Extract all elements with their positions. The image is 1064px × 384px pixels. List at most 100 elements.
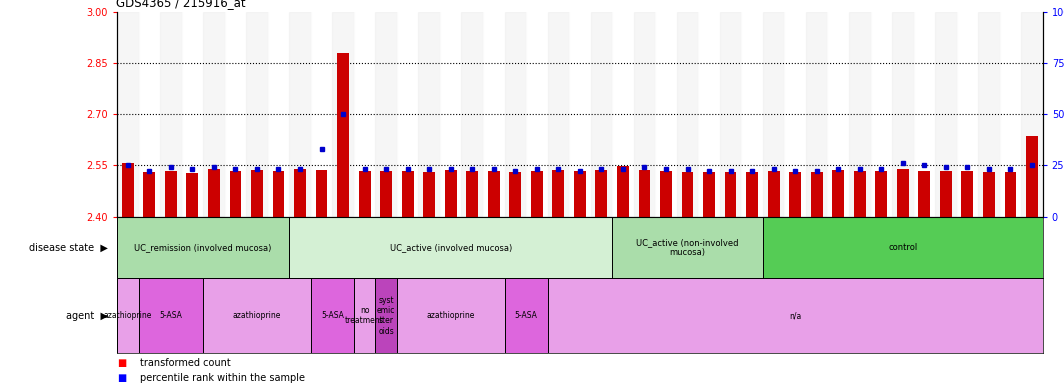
- Text: azathioprine: azathioprine: [233, 311, 281, 320]
- Bar: [703, 172, 715, 217]
- Bar: [510, 172, 521, 217]
- Bar: [725, 172, 736, 217]
- Bar: [1004, 172, 1016, 217]
- Bar: [207, 169, 220, 217]
- Bar: [376, 278, 397, 353]
- Bar: [1026, 136, 1037, 217]
- Bar: [596, 170, 608, 217]
- Bar: [1021, 12, 1043, 217]
- Bar: [876, 171, 887, 217]
- Bar: [789, 172, 801, 217]
- Bar: [332, 12, 354, 217]
- Bar: [914, 12, 935, 217]
- Bar: [638, 170, 650, 217]
- Bar: [160, 12, 182, 217]
- Bar: [117, 278, 138, 353]
- Bar: [962, 171, 974, 217]
- Bar: [203, 12, 225, 217]
- Bar: [246, 12, 268, 217]
- Bar: [784, 12, 805, 217]
- Bar: [504, 278, 548, 353]
- Bar: [289, 12, 311, 217]
- Bar: [612, 12, 634, 217]
- Bar: [251, 170, 263, 217]
- Bar: [316, 170, 328, 217]
- Bar: [272, 171, 284, 217]
- Text: 5-ASA: 5-ASA: [160, 311, 182, 320]
- Bar: [462, 12, 483, 217]
- Bar: [892, 12, 914, 217]
- Bar: [832, 170, 844, 217]
- Bar: [311, 278, 354, 353]
- Bar: [165, 171, 177, 217]
- Bar: [488, 171, 500, 217]
- Bar: [423, 172, 435, 217]
- Bar: [466, 171, 478, 217]
- Text: GDS4365 / 215916_at: GDS4365 / 215916_at: [116, 0, 246, 9]
- Bar: [698, 12, 720, 217]
- Text: syst
emic
ster
oids: syst emic ster oids: [377, 296, 396, 336]
- Bar: [569, 12, 591, 217]
- Bar: [230, 171, 242, 217]
- Bar: [531, 171, 543, 217]
- Bar: [354, 12, 376, 217]
- Bar: [289, 217, 612, 278]
- Bar: [504, 12, 526, 217]
- Text: azathioprine: azathioprine: [427, 311, 475, 320]
- Bar: [805, 12, 828, 217]
- Bar: [573, 171, 586, 217]
- Bar: [376, 12, 397, 217]
- Bar: [117, 217, 289, 278]
- Text: UC_remission (involved mucosa): UC_remission (involved mucosa): [134, 243, 271, 252]
- Bar: [957, 12, 978, 217]
- Text: agent  ▶: agent ▶: [66, 311, 107, 321]
- Text: ■: ■: [117, 358, 127, 368]
- Bar: [978, 12, 1000, 217]
- Bar: [591, 12, 612, 217]
- Bar: [811, 172, 822, 217]
- Text: percentile rank within the sample: percentile rank within the sample: [140, 373, 305, 383]
- Bar: [763, 12, 784, 217]
- Bar: [144, 172, 155, 217]
- Bar: [742, 12, 763, 217]
- Text: azathioprine: azathioprine: [103, 311, 152, 320]
- Text: 5-ASA: 5-ASA: [321, 311, 344, 320]
- Bar: [117, 12, 138, 217]
- Bar: [483, 12, 504, 217]
- Bar: [186, 173, 198, 217]
- Bar: [763, 217, 1043, 278]
- Bar: [354, 278, 376, 353]
- Text: control: control: [888, 243, 917, 252]
- Bar: [548, 12, 569, 217]
- Bar: [612, 217, 763, 278]
- Bar: [418, 12, 439, 217]
- Bar: [402, 171, 414, 217]
- Bar: [548, 278, 1043, 353]
- Bar: [918, 171, 930, 217]
- Bar: [720, 12, 742, 217]
- Bar: [138, 12, 160, 217]
- Bar: [225, 12, 246, 217]
- Bar: [526, 12, 548, 217]
- Bar: [359, 172, 370, 217]
- Bar: [138, 278, 203, 353]
- Bar: [445, 170, 456, 217]
- Bar: [182, 12, 203, 217]
- Bar: [311, 12, 332, 217]
- Bar: [552, 170, 564, 217]
- Bar: [337, 53, 349, 217]
- Bar: [439, 12, 462, 217]
- Bar: [677, 12, 698, 217]
- Bar: [634, 12, 655, 217]
- Text: 5-ASA: 5-ASA: [515, 311, 537, 320]
- Text: UC_active (involved mucosa): UC_active (involved mucosa): [389, 243, 512, 252]
- Bar: [682, 172, 694, 217]
- Text: transformed count: transformed count: [140, 358, 231, 368]
- Text: no
treatment: no treatment: [345, 306, 384, 325]
- Bar: [746, 172, 758, 217]
- Text: n/a: n/a: [789, 311, 801, 320]
- Bar: [1000, 12, 1021, 217]
- Text: UC_active (non-involved
mucosa): UC_active (non-involved mucosa): [636, 238, 738, 257]
- Bar: [897, 169, 909, 217]
- Bar: [940, 171, 952, 217]
